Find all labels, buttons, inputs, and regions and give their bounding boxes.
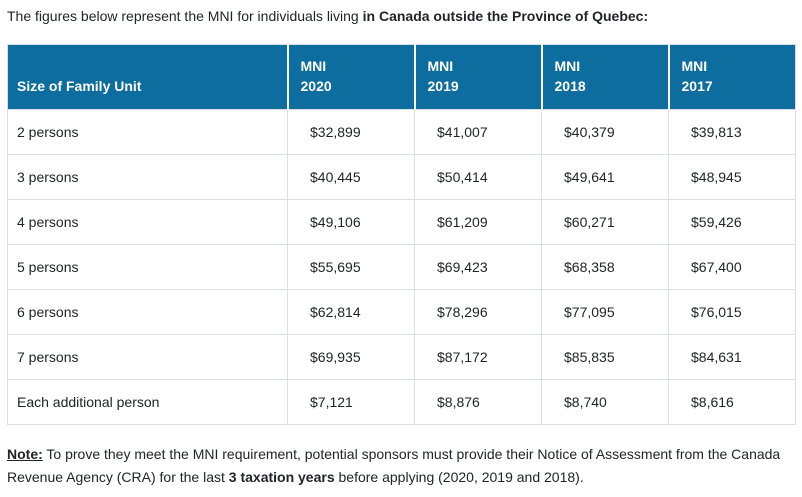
mni-value-cell: $49,641 (541, 154, 669, 200)
note-bold-text: 3 taxation years (228, 469, 335, 485)
mni-table: Size of Family Unit MNI 2020 MNI 2019 MNI 2… (7, 44, 796, 425)
family-size-cell: 2 persons (7, 109, 288, 155)
mni-value-cell: $49,106 (287, 199, 415, 245)
mni-value-cell: $84,631 (668, 334, 796, 380)
mni-value-cell: $8,616 (668, 379, 796, 425)
family-size-cell: 4 persons (7, 199, 288, 245)
mni-value-cell: $67,400 (668, 244, 796, 290)
mni-value-cell: $76,015 (668, 289, 796, 335)
note-label: Note: (7, 446, 43, 462)
header-mni-2020: MNI 2020 (286, 44, 415, 110)
intro-bold-text: in Canada outside the Province of Quebec… (362, 8, 649, 24)
table-row: 4 persons $49,106 $61,209 $60,271 $59,426 (7, 199, 796, 245)
table-row: Each additional person $7,121 $8,876 $8,740… (7, 379, 796, 425)
mni-value-cell: $85,835 (541, 334, 669, 380)
mni-value-cell: $8,740 (541, 379, 669, 425)
table-body: 2 persons $32,899 $41,007 $40,379 $39,813 3 p… (7, 109, 796, 425)
mni-value-cell: $61,209 (414, 199, 542, 245)
header-line-mni: MNI (554, 58, 581, 74)
mni-value-cell: $59,426 (668, 199, 796, 245)
header-size-of-family-unit: Size of Family Unit (7, 44, 288, 110)
header-line-mni: MNI (300, 58, 327, 74)
mni-value-cell: $87,172 (414, 334, 542, 380)
mni-value-cell: $69,423 (414, 244, 542, 290)
mni-value-cell: $40,379 (541, 109, 669, 155)
header-mni-2019: MNI 2019 (413, 44, 542, 110)
intro-text: The figures below represent the MNI for … (7, 8, 363, 24)
mni-value-cell: $77,095 (541, 289, 669, 335)
mni-value-cell: $48,945 (668, 154, 796, 200)
header-line-year: 2017 (681, 78, 713, 94)
mni-value-cell: $40,445 (287, 154, 415, 200)
table-row: 3 persons $40,445 $50,414 $49,641 $48,945 (7, 154, 796, 200)
note-text-1: To prove they meet the MNI requirement, … (7, 446, 781, 485)
mni-value-cell: $8,876 (414, 379, 542, 425)
table-row: 7 persons $69,935 $87,172 $85,835 $84,631 (7, 334, 796, 380)
family-size-cell: 3 persons (7, 154, 288, 200)
note-paragraph: Note: To prove they meet the MNI require… (7, 443, 795, 489)
table-row: 6 persons $62,814 $78,296 $77,095 $76,015 (7, 289, 796, 335)
header-line-year: 2019 (427, 78, 459, 94)
mni-value-cell: $55,695 (287, 244, 415, 290)
mni-value-cell: $41,007 (414, 109, 542, 155)
header-line-mni: MNI (681, 58, 708, 74)
mni-value-cell: $7,121 (287, 379, 415, 425)
family-size-cell: 6 persons (7, 289, 288, 335)
table-row: 5 persons $55,695 $69,423 $68,358 $67,400 (7, 244, 796, 290)
header-mni-2018: MNI 2018 (540, 44, 669, 110)
family-size-cell: Each additional person (7, 379, 288, 425)
mni-value-cell: $69,935 (287, 334, 415, 380)
table-row: 2 persons $32,899 $41,007 $40,379 $39,813 (7, 109, 796, 155)
mni-value-cell: $68,358 (541, 244, 669, 290)
family-size-cell: 7 persons (7, 334, 288, 380)
mni-value-cell: $62,814 (287, 289, 415, 335)
mni-value-cell: $50,414 (414, 154, 542, 200)
family-size-cell: 5 persons (7, 244, 288, 290)
header-line-mni: MNI (427, 58, 454, 74)
header-mni-2017: MNI 2017 (667, 44, 796, 110)
mni-value-cell: $78,296 (414, 289, 542, 335)
mni-value-cell: $39,813 (668, 109, 796, 155)
header-line-year: 2018 (554, 78, 586, 94)
note-text-2: before applying (2020, 2019 and 2018). (334, 469, 584, 485)
intro-paragraph: The figures below represent the MNI for … (7, 6, 795, 26)
mni-value-cell: $60,271 (541, 199, 669, 245)
header-line-year: 2020 (300, 78, 332, 94)
mni-value-cell: $32,899 (287, 109, 415, 155)
table-header-row: Size of Family Unit MNI 2020 MNI 2019 MNI 2… (7, 44, 796, 110)
